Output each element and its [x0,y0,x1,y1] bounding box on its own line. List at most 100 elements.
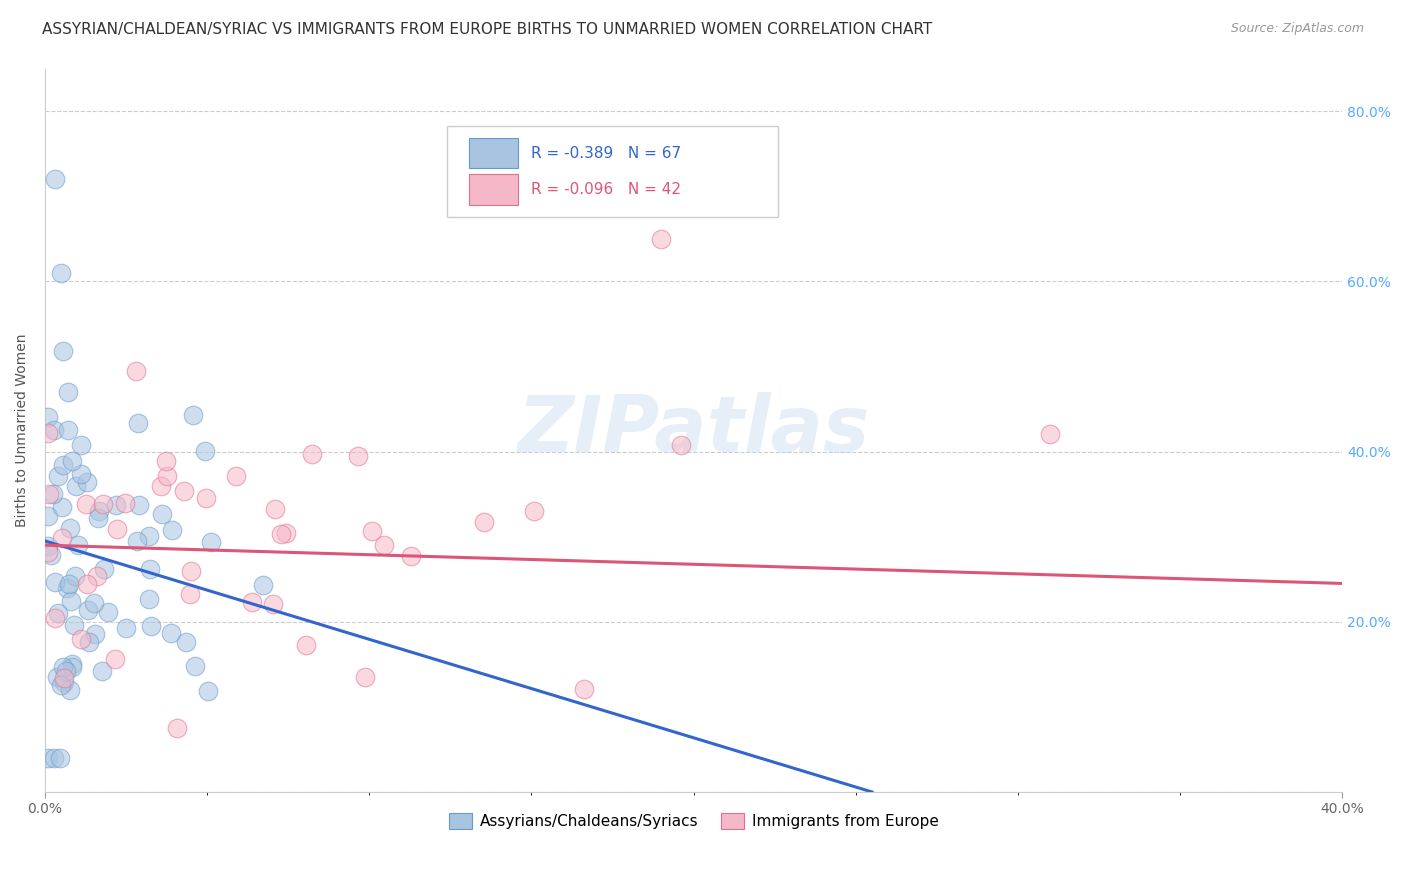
Point [270,527,292,541]
Point [156,469,179,483]
Point [128,498,150,512]
Point [37,751,59,765]
Point [69,438,91,452]
Point [197,683,219,698]
Point [183,409,205,423]
Text: Source: ZipAtlas.com: Source: ZipAtlas.com [1230,22,1364,36]
Point [179,587,201,601]
Point [160,523,183,537]
Point [63,569,86,583]
FancyBboxPatch shape [447,127,778,217]
Point [77,603,100,617]
Point [155,454,177,468]
Point [37,545,59,559]
Point [60,660,83,674]
Point [295,638,318,652]
Point [86,568,108,582]
Point [38,486,60,500]
Point [51,531,73,545]
Point [127,416,149,430]
Point [52,343,75,358]
Point [60,657,83,672]
Point [174,634,197,648]
Point [58,384,80,399]
Point [93,562,115,576]
Point [127,533,149,548]
Point [56,581,79,595]
Point [52,659,75,673]
Text: ZIPatlas: ZIPatlas [517,392,870,468]
Text: R = -0.096   N = 42: R = -0.096 N = 42 [531,182,682,197]
Point [51,678,73,692]
Point [173,484,195,499]
Point [52,671,75,685]
Point [139,619,162,633]
Point [83,596,105,610]
Point [138,592,160,607]
Point [650,232,672,246]
Point [37,508,59,523]
Point [150,508,173,522]
Point [301,447,323,461]
Bar [470,174,519,204]
Point [69,467,91,482]
Point [52,458,75,472]
Point [149,479,172,493]
Point [160,626,183,640]
Point [58,576,80,591]
Point [669,438,692,452]
Point [41,487,63,501]
Point [353,670,375,684]
Point [55,665,77,679]
Text: R = -0.389   N = 67: R = -0.389 N = 67 [531,145,682,161]
Legend: Assyrians/Chaldeans/Syriacs, Immigrants from Europe: Assyrians/Chaldeans/Syriacs, Immigrants … [443,806,945,835]
Point [37,425,59,440]
Point [77,635,100,649]
Point [274,525,297,540]
Point [67,537,90,551]
Point [91,664,114,678]
Point [51,266,73,280]
Point [63,618,86,632]
Point [373,538,395,552]
Point [166,722,188,736]
Point [58,423,80,437]
Text: ASSYRIAN/CHALDEAN/SYRIAC VS IMMIGRANTS FROM EUROPE BIRTHS TO UNMARRIED WOMEN COR: ASSYRIAN/CHALDEAN/SYRIAC VS IMMIGRANTS F… [42,22,932,37]
Point [139,562,162,576]
Point [180,564,202,578]
Point [76,577,98,591]
Point [76,475,98,490]
Point [86,511,108,525]
Point [65,479,87,493]
Point [37,540,59,554]
Point [44,575,66,590]
Point [46,606,69,620]
Point [347,449,370,463]
Point [60,594,83,608]
Y-axis label: Births to Unmarried Women: Births to Unmarried Women [15,334,30,527]
Point [46,670,69,684]
Point [125,364,148,378]
Point [52,674,75,689]
Point [105,522,128,536]
Point [70,632,93,646]
Point [572,681,595,696]
Point [194,491,217,506]
Point [240,595,263,609]
Point [58,521,80,535]
Point [138,529,160,543]
Point [51,500,73,515]
Point [184,658,207,673]
Bar [470,138,519,169]
Point [91,497,114,511]
Point [114,496,136,510]
Point [264,502,287,516]
Point [200,535,222,549]
Point [194,444,217,458]
Point [48,751,70,765]
Point [225,468,247,483]
Point [472,516,495,530]
Point [46,468,69,483]
Point [39,548,62,562]
Point [1039,427,1062,442]
